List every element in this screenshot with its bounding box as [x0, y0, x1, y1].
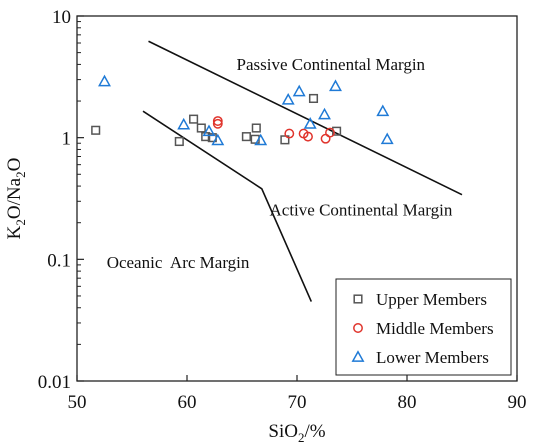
legend-box — [335, 278, 512, 376]
lower-members-point — [376, 104, 390, 117]
lower-members-point — [98, 74, 111, 87]
lower-members-point — [318, 107, 331, 120]
upper-members-point — [241, 132, 251, 142]
region-labels: Passive Continental Margin Active Contine… — [107, 55, 453, 272]
legend-lower-members-label: Lower Members — [376, 348, 489, 367]
upper-members-point — [196, 123, 206, 133]
legend-lower-members-marker — [351, 350, 365, 362]
lower-members-point — [380, 132, 394, 145]
lower-members-point — [329, 79, 342, 92]
lower-members-point — [281, 92, 295, 105]
oceanic-arc-label: Oceanic Arc Margin — [107, 253, 250, 272]
x-tick-label: 90 — [508, 392, 527, 413]
x-axis-ticks: 50 60 70 80 90 — [68, 375, 527, 413]
lower-members-point — [303, 117, 317, 129]
upper-members-point — [251, 123, 261, 133]
x-tick-label: 80 — [398, 392, 417, 413]
y-tick-label: 1 — [62, 129, 72, 150]
lower-members-point — [292, 84, 306, 97]
y-tick-label: 10 — [52, 7, 71, 28]
upper-members-point — [280, 135, 290, 145]
upper-members-point — [308, 93, 319, 104]
y-tick-label: 0.01 — [38, 372, 71, 393]
y-axis-label: K2O/Na2O — [4, 158, 28, 240]
y-axis-ticks: 0.01 0.1 1 10 — [38, 7, 84, 393]
legend-upper-members-label: Upper Members — [376, 290, 487, 309]
legend-middle-members-label: Middle Members — [376, 319, 494, 338]
upper-members-point — [91, 125, 101, 135]
legend-middle-members-marker — [353, 323, 363, 333]
middle-members-point — [212, 118, 223, 129]
lower-members-point — [211, 133, 225, 146]
upper-members-point — [332, 126, 342, 136]
x-axis-label: SiO2/% — [268, 421, 325, 445]
upper-members-point — [189, 114, 199, 124]
data-points — [91, 74, 394, 147]
middle-members-point — [212, 116, 223, 126]
x-tick-label: 50 — [68, 392, 87, 413]
passive-active-boundary — [148, 40, 463, 196]
legend-upper-members-marker — [353, 294, 363, 304]
legend: Upper Members Middle Members Lower Members — [335, 278, 512, 376]
x-tick-label: 70 — [288, 392, 307, 413]
lower-members-point — [177, 117, 191, 130]
upper-members-point — [174, 136, 184, 147]
middle-members-point — [284, 128, 295, 139]
lower-members-point — [202, 124, 216, 137]
passive-margin-label: Passive Continental Margin — [237, 55, 426, 74]
y-tick-label: 0.1 — [47, 250, 71, 271]
x-tick-label: 60 — [178, 392, 197, 413]
lower-members-point — [254, 133, 268, 146]
middle-members-point — [303, 131, 313, 142]
active-margin-label: Active Continental Margin — [270, 200, 453, 219]
middle-members-point — [325, 127, 335, 138]
